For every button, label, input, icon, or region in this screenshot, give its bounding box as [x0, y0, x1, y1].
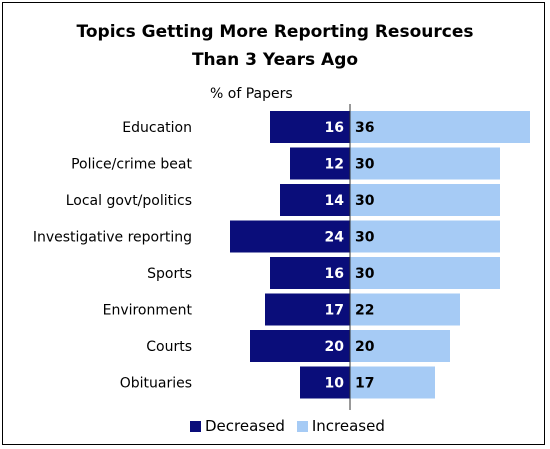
bar-increased-environment	[350, 293, 460, 326]
value-label-increased-courts: 20	[355, 339, 375, 355]
bar-decreased-investigative-reporting	[230, 220, 350, 253]
bar-decreased-local-govt-politics	[280, 184, 350, 216]
chart-title: Topics Getting More Reporting Resources	[76, 22, 474, 42]
value-label-increased-investigative-reporting: 30	[355, 230, 375, 246]
bar-increased-obituaries	[350, 366, 435, 399]
value-label-decreased-obituaries: 10	[325, 376, 345, 392]
value-label-decreased-investigative-reporting: 24	[325, 230, 345, 246]
category-label-obituaries: Obituaries	[120, 376, 192, 392]
category-label-environment: Environment	[103, 303, 193, 319]
legend-swatch-decreased	[190, 420, 201, 432]
category-label-courts: Courts	[146, 339, 192, 355]
bar-increased-sports	[350, 257, 500, 289]
bar-decreased-obituaries	[300, 366, 350, 399]
bar-increased-investigative-reporting	[350, 220, 500, 253]
category-label-investigative-reporting: Investigative reporting	[33, 230, 192, 246]
value-label-decreased-environment: 17	[325, 303, 344, 319]
value-label-increased-sports: 30	[355, 266, 375, 282]
bar-decreased-education	[270, 111, 350, 143]
bar-increased-courts	[350, 330, 450, 362]
value-label-decreased-sports: 16	[325, 266, 344, 282]
chart-subtitle: % of Papers	[210, 86, 293, 102]
legend-label-increased: Increased	[311, 417, 385, 435]
value-label-increased-obituaries: 17	[355, 376, 374, 392]
value-label-decreased-police-crime-beat: 12	[325, 157, 344, 173]
bar-decreased-courts	[250, 330, 350, 362]
bar-increased-police-crime-beat	[350, 147, 500, 180]
legend-item-increased: Increased	[296, 417, 385, 435]
bar-increased-education	[350, 111, 530, 143]
legend-swatch-increased	[296, 420, 308, 432]
bar-decreased-sports	[270, 257, 350, 289]
value-label-decreased-courts: 20	[325, 339, 345, 355]
category-label-education: Education	[122, 120, 192, 136]
category-label-local-govt-politics: Local govt/politics	[66, 193, 192, 209]
bar-decreased-environment	[265, 293, 350, 326]
bar-increased-local-govt-politics	[350, 184, 500, 216]
chart-title-line-2: Than 3 Years Ago	[191, 50, 359, 70]
value-label-increased-environment: 22	[355, 303, 374, 319]
legend: Decreased Increased	[190, 417, 397, 435]
legend-label-decreased: Decreased	[205, 417, 285, 435]
value-label-decreased-education: 16	[325, 120, 344, 136]
value-label-increased-education: 36	[355, 120, 374, 136]
legend-item-decreased: Decreased	[190, 417, 285, 435]
bar-decreased-police-crime-beat	[290, 147, 350, 180]
value-label-increased-local-govt-politics: 30	[355, 193, 375, 209]
value-label-decreased-local-govt-politics: 14	[325, 193, 345, 209]
category-label-police-crime-beat: Police/crime beat	[71, 157, 192, 173]
value-label-increased-police-crime-beat: 30	[355, 157, 375, 173]
category-label-sports: Sports	[147, 266, 192, 282]
